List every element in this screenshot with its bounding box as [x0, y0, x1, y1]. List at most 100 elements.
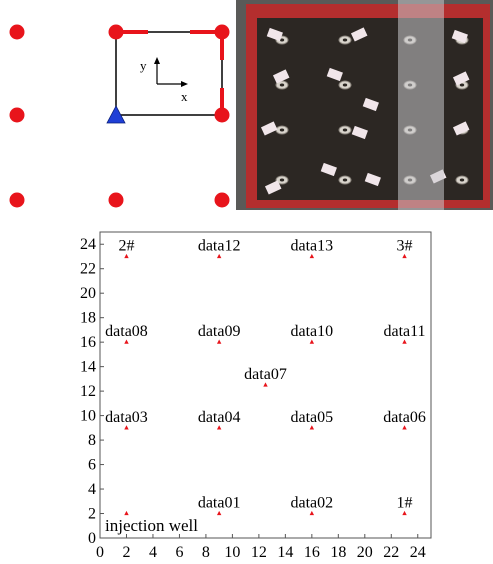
data-point-label: data01 — [198, 495, 241, 512]
data-point-marker — [263, 382, 268, 387]
schematic-y-label: y — [140, 58, 147, 73]
well-dot — [214, 107, 230, 123]
photo-label-tag — [452, 71, 470, 86]
x-tick-label: 4 — [149, 544, 157, 561]
y-tick-label: 8 — [88, 432, 96, 449]
data-point-marker — [124, 425, 129, 430]
well-layout-schematic: y x — [9, 24, 230, 208]
photo-hole-center — [279, 38, 285, 42]
data-point-label: data02 — [291, 495, 334, 512]
well-dot — [108, 24, 124, 40]
data-point-marker — [309, 253, 315, 259]
data-point-label: data03 — [105, 409, 148, 426]
photo-plate — [257, 18, 483, 200]
photo-overlay-strip — [398, 0, 444, 210]
y-tick-label: 10 — [80, 408, 96, 425]
photo-label-tag — [364, 172, 381, 187]
data-point-marker — [402, 425, 407, 430]
x-tick-label: 14 — [277, 544, 293, 561]
y-tick-label: 4 — [88, 481, 96, 498]
schematic-x-label: x — [181, 89, 188, 104]
data-point-marker — [216, 253, 222, 259]
data-point-marker — [124, 510, 129, 516]
x-tick-label: 16 — [304, 544, 320, 561]
data-point-label: 1# — [397, 495, 413, 512]
y-tick-label: 6 — [88, 457, 96, 474]
x-tick-label: 2 — [122, 544, 130, 561]
plot-frame — [99, 231, 432, 539]
photo-label-tag — [260, 121, 278, 136]
y-tick-label: 18 — [80, 310, 96, 327]
photo-label-tag — [362, 97, 379, 112]
y-tick-label: 16 — [80, 334, 96, 351]
photo-label-tag — [264, 180, 282, 195]
photo-hole-center — [459, 178, 465, 182]
data-point-label: data06 — [383, 409, 426, 426]
injection-triangle-icon — [106, 105, 126, 124]
photo-label-tag — [320, 162, 337, 177]
photo-label-tag — [266, 27, 283, 42]
photo-label-tag — [452, 121, 470, 136]
well-dot — [108, 192, 124, 208]
photo-hole-center — [342, 38, 348, 42]
y-tick-label: 14 — [80, 359, 96, 376]
data-point-marker — [216, 510, 222, 516]
data-point-label: data04 — [198, 409, 241, 426]
x-tick-label: 8 — [202, 544, 210, 561]
data-point-marker — [309, 510, 315, 516]
well-dot — [9, 24, 25, 40]
well-dot — [214, 192, 230, 208]
y-tick-label: 12 — [80, 383, 96, 400]
photo-hole-center — [279, 83, 285, 87]
x-tick-label: 6 — [175, 544, 183, 561]
well-dot — [9, 192, 25, 208]
data-point-label: data08 — [105, 323, 148, 340]
data-point-marker — [124, 253, 129, 259]
photo-label-tag — [351, 125, 368, 140]
data-points: 2# data12 data13 3# data08 data09 data10 data11… — [105, 237, 426, 516]
x-tick-label: 20 — [357, 544, 373, 561]
data-point-label: data10 — [291, 323, 334, 340]
y-tick-label: 20 — [80, 285, 96, 302]
data-point-label: 3# — [397, 237, 413, 254]
photo-hole-center — [342, 83, 348, 87]
photo-label-tag — [326, 67, 343, 82]
x-tick-label: 24 — [410, 544, 426, 561]
data-point-label: data12 — [198, 237, 241, 254]
data-point-label: data05 — [291, 409, 334, 426]
data-point-label: data09 — [198, 323, 241, 340]
y-tick-label: 24 — [80, 236, 96, 253]
physical-model-photo — [236, 0, 493, 210]
data-point-marker — [402, 253, 407, 259]
well-dot — [214, 24, 230, 40]
data-point-marker — [216, 425, 222, 430]
photo-hole-center — [342, 128, 348, 132]
injection-well-annotation: injection well — [105, 516, 198, 535]
photo-label-tag — [350, 27, 368, 42]
x-tick-label: 0 — [96, 544, 104, 561]
data-point-label: data11 — [383, 323, 425, 340]
photo-hole-center — [459, 83, 465, 87]
data-point-label: 2# — [118, 237, 134, 254]
x-tick-label: 10 — [224, 544, 240, 561]
x-tick-label: 12 — [251, 544, 267, 561]
photo-hole-center — [279, 178, 285, 182]
data-point-marker — [402, 339, 407, 344]
top-figure-panel: y x — [9, 0, 493, 210]
photo-hole-center — [279, 128, 285, 132]
data-point-marker — [402, 510, 407, 516]
data-point-marker — [124, 339, 129, 344]
x-axis-ticks: 0 2 4 6 8 10 12 14 16 18 20 22 24 — [96, 534, 426, 561]
x-tick-label: 18 — [330, 544, 346, 561]
data-point-marker — [309, 425, 315, 430]
x-arrowhead-icon — [181, 81, 188, 87]
well-dot — [9, 107, 25, 123]
y-tick-label: 2 — [88, 506, 96, 523]
y-arrowhead-icon — [154, 57, 160, 64]
x-tick-label: 22 — [383, 544, 399, 561]
y-tick-label: 22 — [80, 261, 96, 278]
model-boundary — [115, 31, 223, 116]
data-point-label: data07 — [244, 366, 287, 383]
